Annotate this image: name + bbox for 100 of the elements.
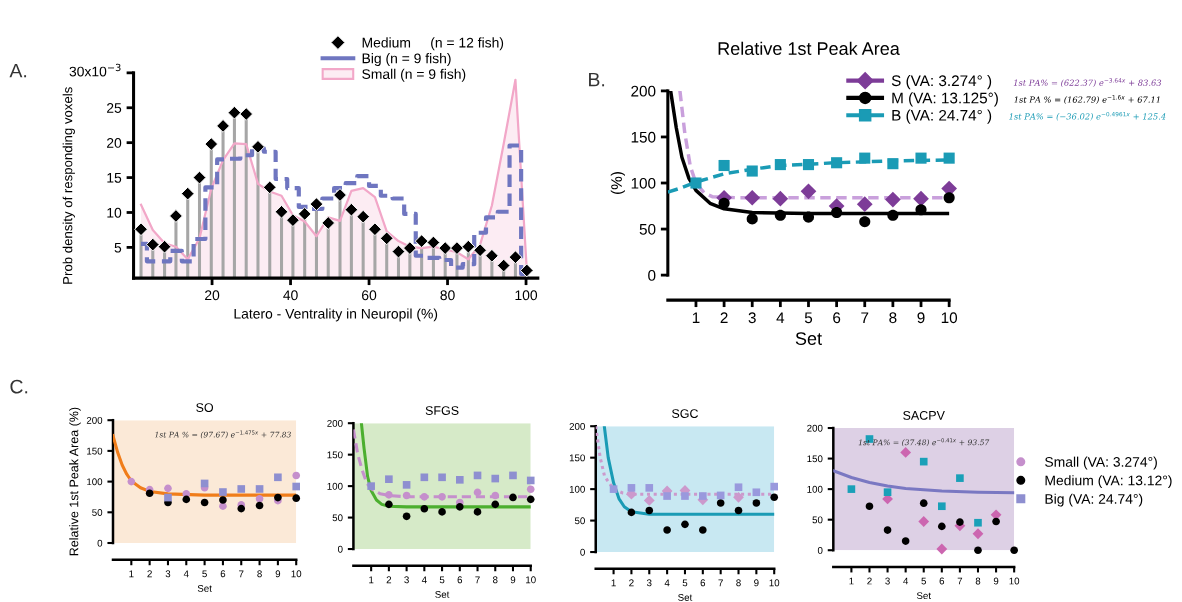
x-tick-label: 3 [165, 570, 171, 578]
text: 1st PA% = (622.37) e$^{−3.64x}$ + 83.63 [1013, 78, 1162, 88]
chart-title: SACPV [903, 410, 945, 420]
y-tick-label: 150 [569, 454, 585, 462]
x-axis-title: Set [795, 332, 822, 345]
x-tick-label: 8 [492, 576, 498, 584]
y-tick-label: 150 [327, 451, 343, 459]
x-tick-label: 60 [362, 290, 377, 301]
x-tick-label: 10 [526, 576, 536, 584]
text: C. [10, 379, 28, 394]
y-tick-label: 200 [569, 422, 585, 430]
legend-label: Small (n = 9 fish) [362, 68, 466, 82]
y-axis-title: Prob density of responding voxels [62, 87, 75, 284]
y-tick-label: 0 [817, 546, 823, 554]
legend-label: Big (VA: 24.74°) [1045, 493, 1143, 507]
x-axis-title: Set [197, 584, 212, 592]
y-tick-label: 0 [580, 548, 585, 556]
y-tick-label: 50 [639, 223, 656, 235]
y-tick-label: 100 [569, 485, 585, 493]
legend-label: Small (VA: 3.274°) [1045, 456, 1157, 470]
y-tick-label: 20 [107, 138, 122, 148]
chart-title: SGC [671, 409, 699, 419]
x-tick-label: 1 [692, 312, 700, 323]
x-tick-label: 4 [664, 579, 670, 587]
x-axis-title: Set [916, 592, 931, 600]
x-tick-label: 8 [975, 577, 981, 585]
x-tick-label: 5 [439, 576, 445, 584]
text: 1st PA% = (−36.02) e$^{−0.4961x}$ + 125.4 [1009, 111, 1166, 121]
x-tick-label: 80 [440, 290, 455, 301]
x-tick-label: 2 [386, 576, 392, 584]
x-tick-label: 5 [202, 570, 207, 578]
x-tick-label: 7 [475, 576, 480, 584]
x-tick-label: 7 [239, 570, 244, 578]
x-tick-label: 3 [885, 577, 890, 585]
x-tick-label: 6 [939, 577, 945, 585]
y-tick-label: 100 [807, 485, 823, 493]
x-tick-label: 20 [205, 290, 220, 301]
legend-label: S (VA: 3.274° ) [891, 74, 992, 90]
x-tick-label: 1 [611, 579, 616, 587]
text: A. [9, 63, 27, 78]
x-tick-label: 1 [849, 577, 854, 585]
x-tick-label: 10 [1009, 577, 1020, 585]
x-tick-label: 8 [257, 570, 262, 578]
x-tick-label: 9 [754, 579, 759, 587]
legend-label: Medium (n = 12 fish) [362, 37, 504, 51]
x-tick-label: 1 [369, 576, 374, 584]
chart-title: SFGS [425, 406, 459, 415]
chart-title: SO [196, 403, 214, 412]
x-axis-title: Latero - Ventrality in Neuropil (%) [234, 308, 438, 322]
y-tick-label: 200 [86, 416, 103, 424]
y-tick-label: 25 [107, 103, 122, 113]
y-tick-label: 50 [92, 509, 103, 516]
y-tick-label: 5 [114, 242, 122, 253]
x-tick-label: 4 [776, 312, 785, 323]
y-tick-label: 50 [574, 517, 585, 525]
x-tick-label: 10 [941, 312, 958, 324]
text: B. [589, 72, 605, 87]
y-tick-label: 150 [631, 131, 656, 143]
x-tick-label: 3 [748, 312, 756, 324]
x-tick-label: 6 [220, 570, 226, 578]
x-axis-title: Set [678, 593, 693, 601]
x-tick-label: 4 [903, 577, 909, 585]
x-tick-label: 6 [833, 312, 841, 324]
x-tick-label: 3 [404, 576, 409, 584]
x-tick-label: 7 [861, 312, 869, 323]
y-tick-label: 150 [807, 455, 823, 463]
x-tick-label: 9 [510, 576, 516, 584]
y-tick-label: 10 [107, 207, 122, 218]
x-tick-label: 2 [720, 312, 728, 323]
x-tick-label: 9 [917, 312, 925, 324]
y-axis-title: Relative 1st Peak Area (%) [69, 407, 81, 556]
y-tick-label: 0 [337, 545, 343, 553]
y-tick-label: 100 [87, 478, 103, 486]
x-tick-label: 8 [736, 579, 741, 587]
x-tick-label: 10 [769, 579, 780, 587]
x-tick-label: 5 [682, 579, 688, 587]
x-tick-label: 40 [283, 290, 298, 301]
y-tick-label: 200 [327, 419, 343, 427]
x-tick-label: 3 [646, 579, 652, 587]
text: 1st PA % = (162.79) e$^{−1.6x}$ + 67.11 [1014, 95, 1160, 104]
x-tick-label: 7 [718, 579, 723, 587]
x-tick-label: 100 [515, 290, 538, 301]
x-axis-title: Set [435, 590, 450, 598]
x-tick-label: 7 [957, 577, 963, 585]
y-tick-label: 15 [107, 173, 122, 183]
x-tick-label: 1 [129, 570, 134, 578]
x-tick-label: 6 [700, 579, 706, 587]
x-tick-label: 4 [183, 570, 189, 578]
y-tick-label: 50 [812, 516, 823, 524]
x-tick-label: 4 [421, 576, 427, 584]
y-tick-label: 150 [87, 447, 103, 455]
x-tick-label: 9 [993, 577, 999, 585]
y-tick-label: 50 [332, 514, 343, 522]
x-tick-label: 2 [147, 570, 152, 578]
x-tick-label: 9 [275, 570, 281, 578]
x-tick-label: 8 [889, 312, 897, 324]
x-tick-label: 10 [291, 570, 302, 578]
text: 30x10$^{−3}$ [69, 63, 121, 77]
legend-label: Big (n = 9 fish) [362, 53, 451, 67]
y-tick-label: 0 [648, 269, 656, 281]
